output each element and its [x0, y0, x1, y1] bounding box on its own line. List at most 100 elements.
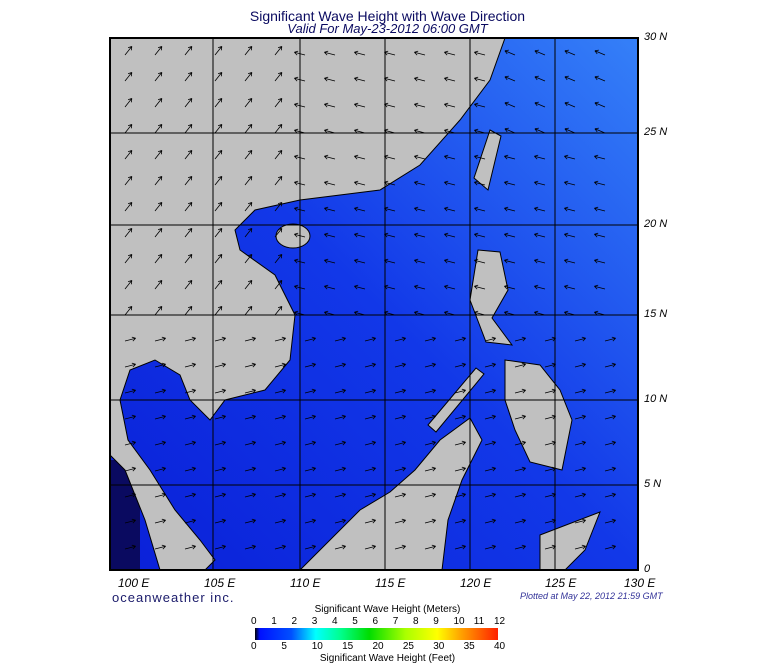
wave-arrow	[514, 414, 526, 420]
wave-arrow	[534, 101, 546, 108]
wave-arrow	[214, 306, 223, 316]
wave-arrow	[474, 206, 486, 212]
wave-arrow	[364, 414, 376, 420]
wave-arrow	[184, 362, 196, 368]
wave-arrow	[564, 206, 576, 212]
wave-arrow	[124, 362, 136, 368]
wave-arrow	[604, 414, 616, 420]
wave-arrow	[214, 280, 223, 290]
wave-arrow	[414, 258, 426, 264]
wave-arrow	[394, 336, 406, 342]
wave-arrow	[454, 466, 466, 472]
wave-arrow	[184, 150, 193, 160]
lon-label: 125 E	[545, 576, 577, 590]
wave-arrow	[534, 206, 546, 212]
colorbar-tick: 40	[494, 641, 506, 652]
wave-arrow	[124, 202, 133, 212]
map-frame	[109, 37, 639, 571]
wave-arrow	[564, 232, 576, 238]
wave-arrow	[244, 150, 253, 160]
wave-arrow	[244, 362, 256, 368]
wave-arrow	[594, 75, 606, 82]
wave-arrow	[474, 50, 486, 56]
wave-arrow	[574, 440, 586, 446]
lon-label: 130 E	[624, 576, 656, 590]
wave-arrow	[604, 362, 616, 368]
wave-arrow	[574, 336, 586, 342]
wave-arrow	[574, 466, 586, 472]
colorbar-feet-title: Significant Wave Height (Feet)	[319, 653, 456, 664]
wave-arrow	[214, 150, 223, 160]
wave-arrow	[274, 176, 283, 186]
wave-arrow	[564, 284, 576, 290]
wave-arrow	[514, 336, 526, 342]
wave-arrow	[474, 76, 486, 82]
wave-arrow	[304, 414, 316, 420]
wave-arrow	[564, 49, 576, 56]
wave-arrow	[604, 466, 616, 472]
wave-arrow	[124, 150, 133, 160]
wave-arrow	[564, 258, 576, 264]
wave-arrow	[574, 518, 586, 524]
wave-arrow	[244, 388, 256, 394]
colorbar-tick: 30	[433, 641, 445, 652]
wave-arrow	[354, 284, 366, 290]
wave-arrow	[424, 518, 436, 524]
wave-arrow	[304, 466, 316, 472]
wave-arrow	[274, 518, 286, 524]
wave-arrow	[334, 388, 346, 394]
wave-arrow	[394, 492, 406, 498]
wave-arrow	[354, 102, 366, 108]
wave-arrow	[534, 75, 546, 82]
wave-arrow	[184, 336, 196, 342]
wave-arrow	[214, 518, 226, 524]
plotted-timestamp: Plotted at May 22, 2012 21:59 GMT	[520, 591, 663, 601]
wave-arrow	[124, 544, 136, 550]
colorbar-tick: 20	[372, 641, 384, 652]
wave-arrow	[334, 466, 346, 472]
wave-arrow	[424, 388, 436, 394]
wave-arrow	[304, 440, 316, 446]
wave-arrow	[244, 72, 253, 82]
wave-arrow	[244, 518, 256, 524]
wave-arrow	[394, 414, 406, 420]
wave-arrow	[214, 440, 226, 446]
wave-arrow	[184, 46, 193, 56]
wave-arrow	[274, 228, 283, 238]
wave-arrow	[484, 492, 496, 498]
wave-arrow	[184, 544, 196, 550]
wave-arrow	[424, 336, 436, 342]
wave-arrow	[324, 50, 336, 56]
wave-arrow	[244, 336, 256, 342]
wave-arrow	[324, 206, 336, 212]
wave-arrow	[534, 258, 546, 264]
wave-arrow	[594, 127, 606, 134]
wave-arrow	[574, 492, 586, 498]
wave-arrow	[354, 76, 366, 82]
wave-arrow	[354, 206, 366, 212]
wave-arrow	[594, 180, 606, 186]
wave-arrow	[444, 154, 456, 160]
wave-arrow	[454, 492, 466, 498]
wave-arrow	[154, 336, 166, 342]
wave-arrow	[324, 258, 336, 264]
wave-arrow	[324, 154, 336, 160]
wave-arrow	[244, 466, 256, 472]
wave-arrow	[534, 284, 546, 290]
wave-arrow	[444, 76, 456, 82]
wave-arrow	[184, 98, 193, 108]
wave-arrow	[414, 76, 426, 82]
wave-arrow	[304, 388, 316, 394]
lon-label: 115 E	[375, 576, 406, 590]
wave-arrow	[124, 46, 133, 56]
wave-arrow	[454, 544, 466, 550]
wave-arrow	[334, 440, 346, 446]
wave-arrow	[274, 466, 286, 472]
wave-arrow	[124, 518, 136, 524]
wave-arrow	[444, 102, 456, 108]
wave-arrow	[414, 180, 426, 186]
colorbar-tick: 1	[271, 616, 277, 627]
wave-arrow	[154, 72, 163, 82]
wave-arrow	[394, 388, 406, 394]
mainland-asia	[109, 37, 506, 571]
